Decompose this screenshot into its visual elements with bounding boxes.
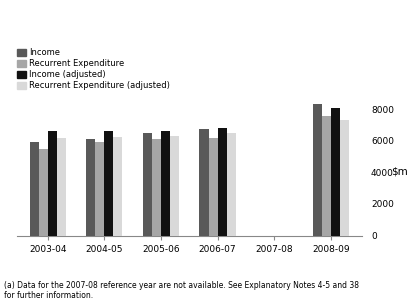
Text: (a) Data for the 2007-08 reference year are not available. See Explanatory Notes: (a) Data for the 2007-08 reference year … — [4, 281, 359, 300]
Bar — [313, 104, 322, 236]
Y-axis label: $m: $m — [391, 166, 408, 176]
Bar — [199, 129, 208, 236]
Bar — [57, 138, 66, 236]
Bar — [104, 131, 114, 236]
Bar — [331, 108, 340, 236]
Bar — [227, 133, 236, 236]
Bar — [152, 139, 161, 236]
Bar — [161, 131, 170, 236]
Bar — [218, 128, 227, 236]
Legend: Income, Recurrent Expenditure, Income (adjusted), Recurrent Expenditure (adjuste: Income, Recurrent Expenditure, Income (a… — [17, 48, 170, 90]
Bar — [86, 139, 95, 236]
Bar — [340, 120, 349, 236]
Bar — [170, 136, 179, 236]
Bar — [322, 116, 331, 236]
Bar — [48, 131, 57, 236]
Bar — [39, 149, 48, 236]
Bar — [143, 133, 152, 236]
Bar — [208, 138, 218, 236]
Bar — [95, 143, 104, 236]
Bar — [114, 137, 122, 236]
Bar — [30, 143, 39, 236]
